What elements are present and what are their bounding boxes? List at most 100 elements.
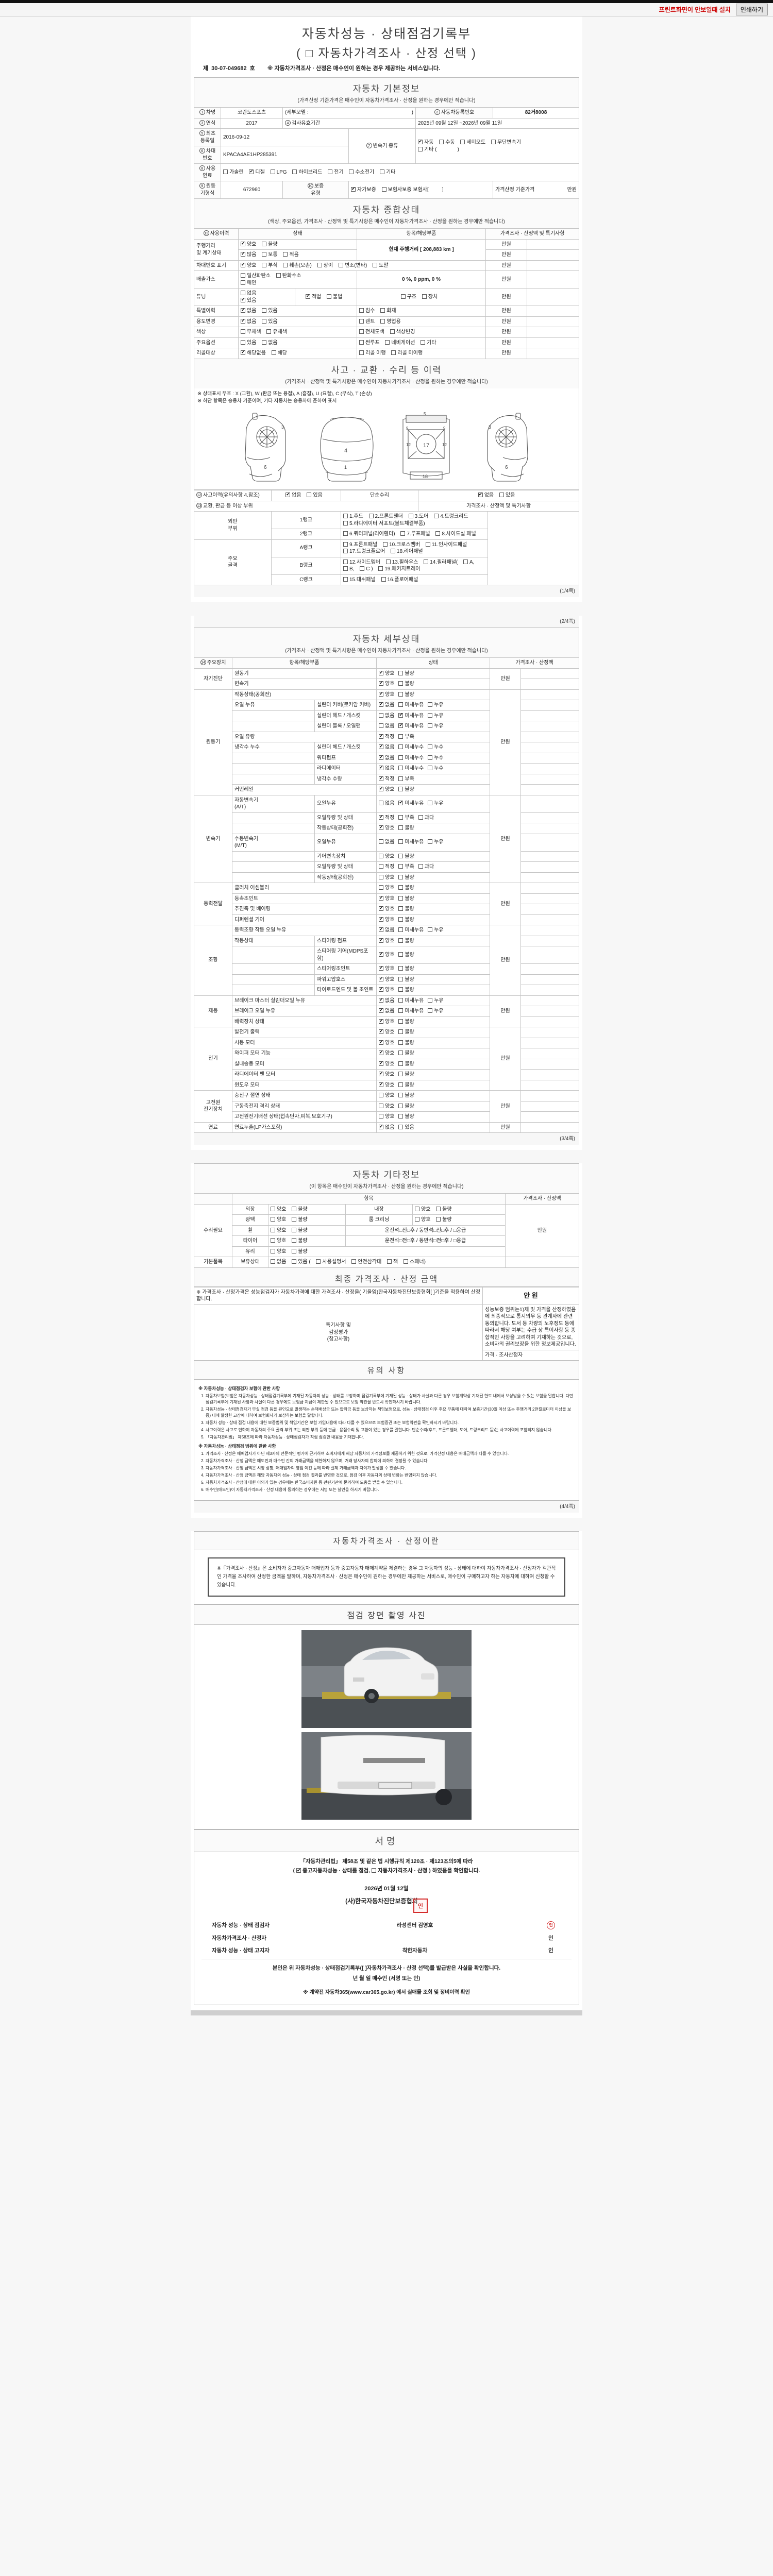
detail-option[interactable]: 불량 xyxy=(398,976,414,984)
detail-option[interactable]: 미세누유 xyxy=(398,702,424,709)
detail-option[interactable]: 불량 xyxy=(398,1019,414,1026)
detail-option[interactable]: 불량 xyxy=(398,691,414,699)
law-opt-performance-checkbox[interactable] xyxy=(296,1867,301,1874)
detail-option[interactable]: 불량 xyxy=(398,1092,414,1099)
warranty-opt-self[interactable]: 자가보증 xyxy=(351,185,376,194)
detail-option[interactable]: 양호 xyxy=(379,964,394,973)
detail-option[interactable]: 양호 xyxy=(379,1103,394,1110)
law-opt-price-checkbox[interactable] xyxy=(372,1868,377,1873)
fuel-opt-lpg[interactable]: LPG xyxy=(270,169,287,176)
fuel-opt-electric[interactable]: 전기 xyxy=(328,169,344,176)
detail-option[interactable]: 없음 xyxy=(379,1007,394,1015)
detail-option[interactable]: 없음 xyxy=(379,754,394,762)
detail-option[interactable]: 누유 xyxy=(428,723,444,730)
detail-option[interactable]: 없음 xyxy=(379,1123,394,1131)
detail-option[interactable]: 양호 xyxy=(379,1049,394,1057)
detail-option[interactable]: 양호 xyxy=(379,785,394,793)
detail-option[interactable]: 불량 xyxy=(398,895,414,903)
fuel-opt-hybrid[interactable]: 하이브리드 xyxy=(292,169,322,176)
fuel-opt-hydrogen[interactable]: 수소전기 xyxy=(349,169,374,176)
fuel-opt-other[interactable]: 기타 xyxy=(379,169,395,176)
detail-option[interactable]: 적정 xyxy=(379,863,394,871)
detail-option[interactable]: 불량 xyxy=(398,987,414,994)
detail-option[interactable]: 부족 xyxy=(398,863,414,871)
detail-option[interactable]: 부족 xyxy=(398,815,414,822)
warranty-opt-insurer[interactable]: 보험사보증 보험사[] xyxy=(381,187,444,194)
detail-option[interactable]: 없음 xyxy=(379,800,394,807)
detail-option[interactable]: 부족 xyxy=(398,776,414,783)
detail-option[interactable]: 있음 xyxy=(398,1124,414,1131)
detail-option[interactable]: 없음 xyxy=(379,743,394,751)
detail-option[interactable]: 누수 xyxy=(428,765,444,772)
detail-option[interactable]: 없음 xyxy=(379,713,394,720)
detail-option[interactable]: 불량 xyxy=(398,1082,414,1089)
detail-option[interactable]: 불량 xyxy=(398,1103,414,1110)
detail-option[interactable]: 양호 xyxy=(379,853,394,860)
detail-option[interactable]: 불량 xyxy=(398,952,414,959)
print-button[interactable]: 인쇄하기 xyxy=(735,4,768,15)
detail-option[interactable]: 없음 xyxy=(379,701,394,709)
trans-opt-semiauto[interactable]: 세미오토 xyxy=(460,139,485,146)
detail-option[interactable]: 과다 xyxy=(418,863,434,871)
detail-option[interactable]: 미세누수 xyxy=(398,755,424,762)
detail-option[interactable]: 불량 xyxy=(398,965,414,973)
detail-option[interactable]: 양호 xyxy=(379,885,394,892)
fuel-opt-diesel[interactable]: 디젤 xyxy=(249,168,265,176)
detail-option[interactable]: 양호 xyxy=(379,916,394,924)
detail-option[interactable]: 누유 xyxy=(428,702,444,709)
detail-option[interactable]: 없음 xyxy=(379,996,394,1005)
detail-option[interactable]: 불량 xyxy=(398,681,414,688)
detail-option[interactable]: 불량 xyxy=(398,874,414,882)
detail-option[interactable]: 양호 xyxy=(379,669,394,677)
detail-option[interactable]: 불량 xyxy=(398,1040,414,1047)
detail-option[interactable]: 누유 xyxy=(428,713,444,720)
detail-option[interactable]: 불량 xyxy=(398,906,414,913)
detail-option[interactable]: 불량 xyxy=(398,938,414,945)
detail-option[interactable]: 양호 xyxy=(379,894,394,903)
detail-option[interactable]: 불량 xyxy=(398,853,414,860)
detail-option[interactable]: 없음 xyxy=(379,839,394,846)
detail-option[interactable]: 불량 xyxy=(398,1113,414,1121)
trans-opt-auto[interactable]: 자동 xyxy=(418,138,433,146)
detail-option[interactable]: 불량 xyxy=(398,885,414,892)
fuel-opt-gasoline[interactable]: 가솔린 xyxy=(223,169,244,176)
detail-option[interactable]: 없음 xyxy=(379,926,394,934)
trans-opt-manual[interactable]: 수동 xyxy=(439,139,455,146)
detail-option[interactable]: 미세누유 xyxy=(398,1008,424,1015)
detail-option[interactable]: 양호 xyxy=(379,1081,394,1089)
detail-option[interactable]: 양호 xyxy=(379,1028,394,1036)
detail-option[interactable]: 부족 xyxy=(398,734,414,741)
detail-option[interactable]: 양호 xyxy=(379,1018,394,1026)
detail-option[interactable]: 누유 xyxy=(428,997,444,1005)
detail-option[interactable]: 양호 xyxy=(379,680,394,688)
detail-option[interactable]: 불량 xyxy=(398,670,414,677)
detail-option[interactable]: 양호 xyxy=(379,874,394,882)
detail-option[interactable]: 미세누수 xyxy=(398,765,424,772)
detail-option[interactable]: 없음 xyxy=(379,723,394,730)
detail-option[interactable]: 양호 xyxy=(379,690,394,699)
detail-option[interactable]: 미세누유 xyxy=(398,799,424,807)
detail-option[interactable]: 양호 xyxy=(379,1113,394,1121)
detail-option[interactable]: 양호 xyxy=(379,986,394,994)
detail-option[interactable]: 누유 xyxy=(428,927,444,934)
trans-opt-cvt[interactable]: 무단변속기 xyxy=(491,139,521,146)
detail-option[interactable]: 미세누유 xyxy=(398,839,424,846)
detail-option[interactable]: 불량 xyxy=(398,786,414,793)
detail-option[interactable]: 양호 xyxy=(379,1039,394,1047)
detail-option[interactable]: 불량 xyxy=(398,1029,414,1036)
detail-option[interactable]: 미세누유 xyxy=(398,722,424,730)
detail-option[interactable]: 과다 xyxy=(418,815,434,822)
detail-option[interactable]: 적정 xyxy=(379,775,394,783)
detail-option[interactable]: 누유 xyxy=(428,839,444,846)
detail-option[interactable]: 불량 xyxy=(398,825,414,832)
detail-option[interactable]: 양호 xyxy=(379,1060,394,1068)
detail-option[interactable]: 양호 xyxy=(379,1092,394,1099)
detail-option[interactable]: 양호 xyxy=(379,1070,394,1078)
detail-option[interactable]: 불량 xyxy=(398,1071,414,1078)
detail-option[interactable]: 미세누유 xyxy=(398,711,424,720)
detail-option[interactable]: 양호 xyxy=(379,937,394,945)
detail-option[interactable]: 누유 xyxy=(428,800,444,807)
detail-option[interactable]: 불량 xyxy=(398,1061,414,1068)
detail-option[interactable]: 불량 xyxy=(398,1050,414,1057)
detail-option[interactable]: 누유 xyxy=(428,1008,444,1015)
